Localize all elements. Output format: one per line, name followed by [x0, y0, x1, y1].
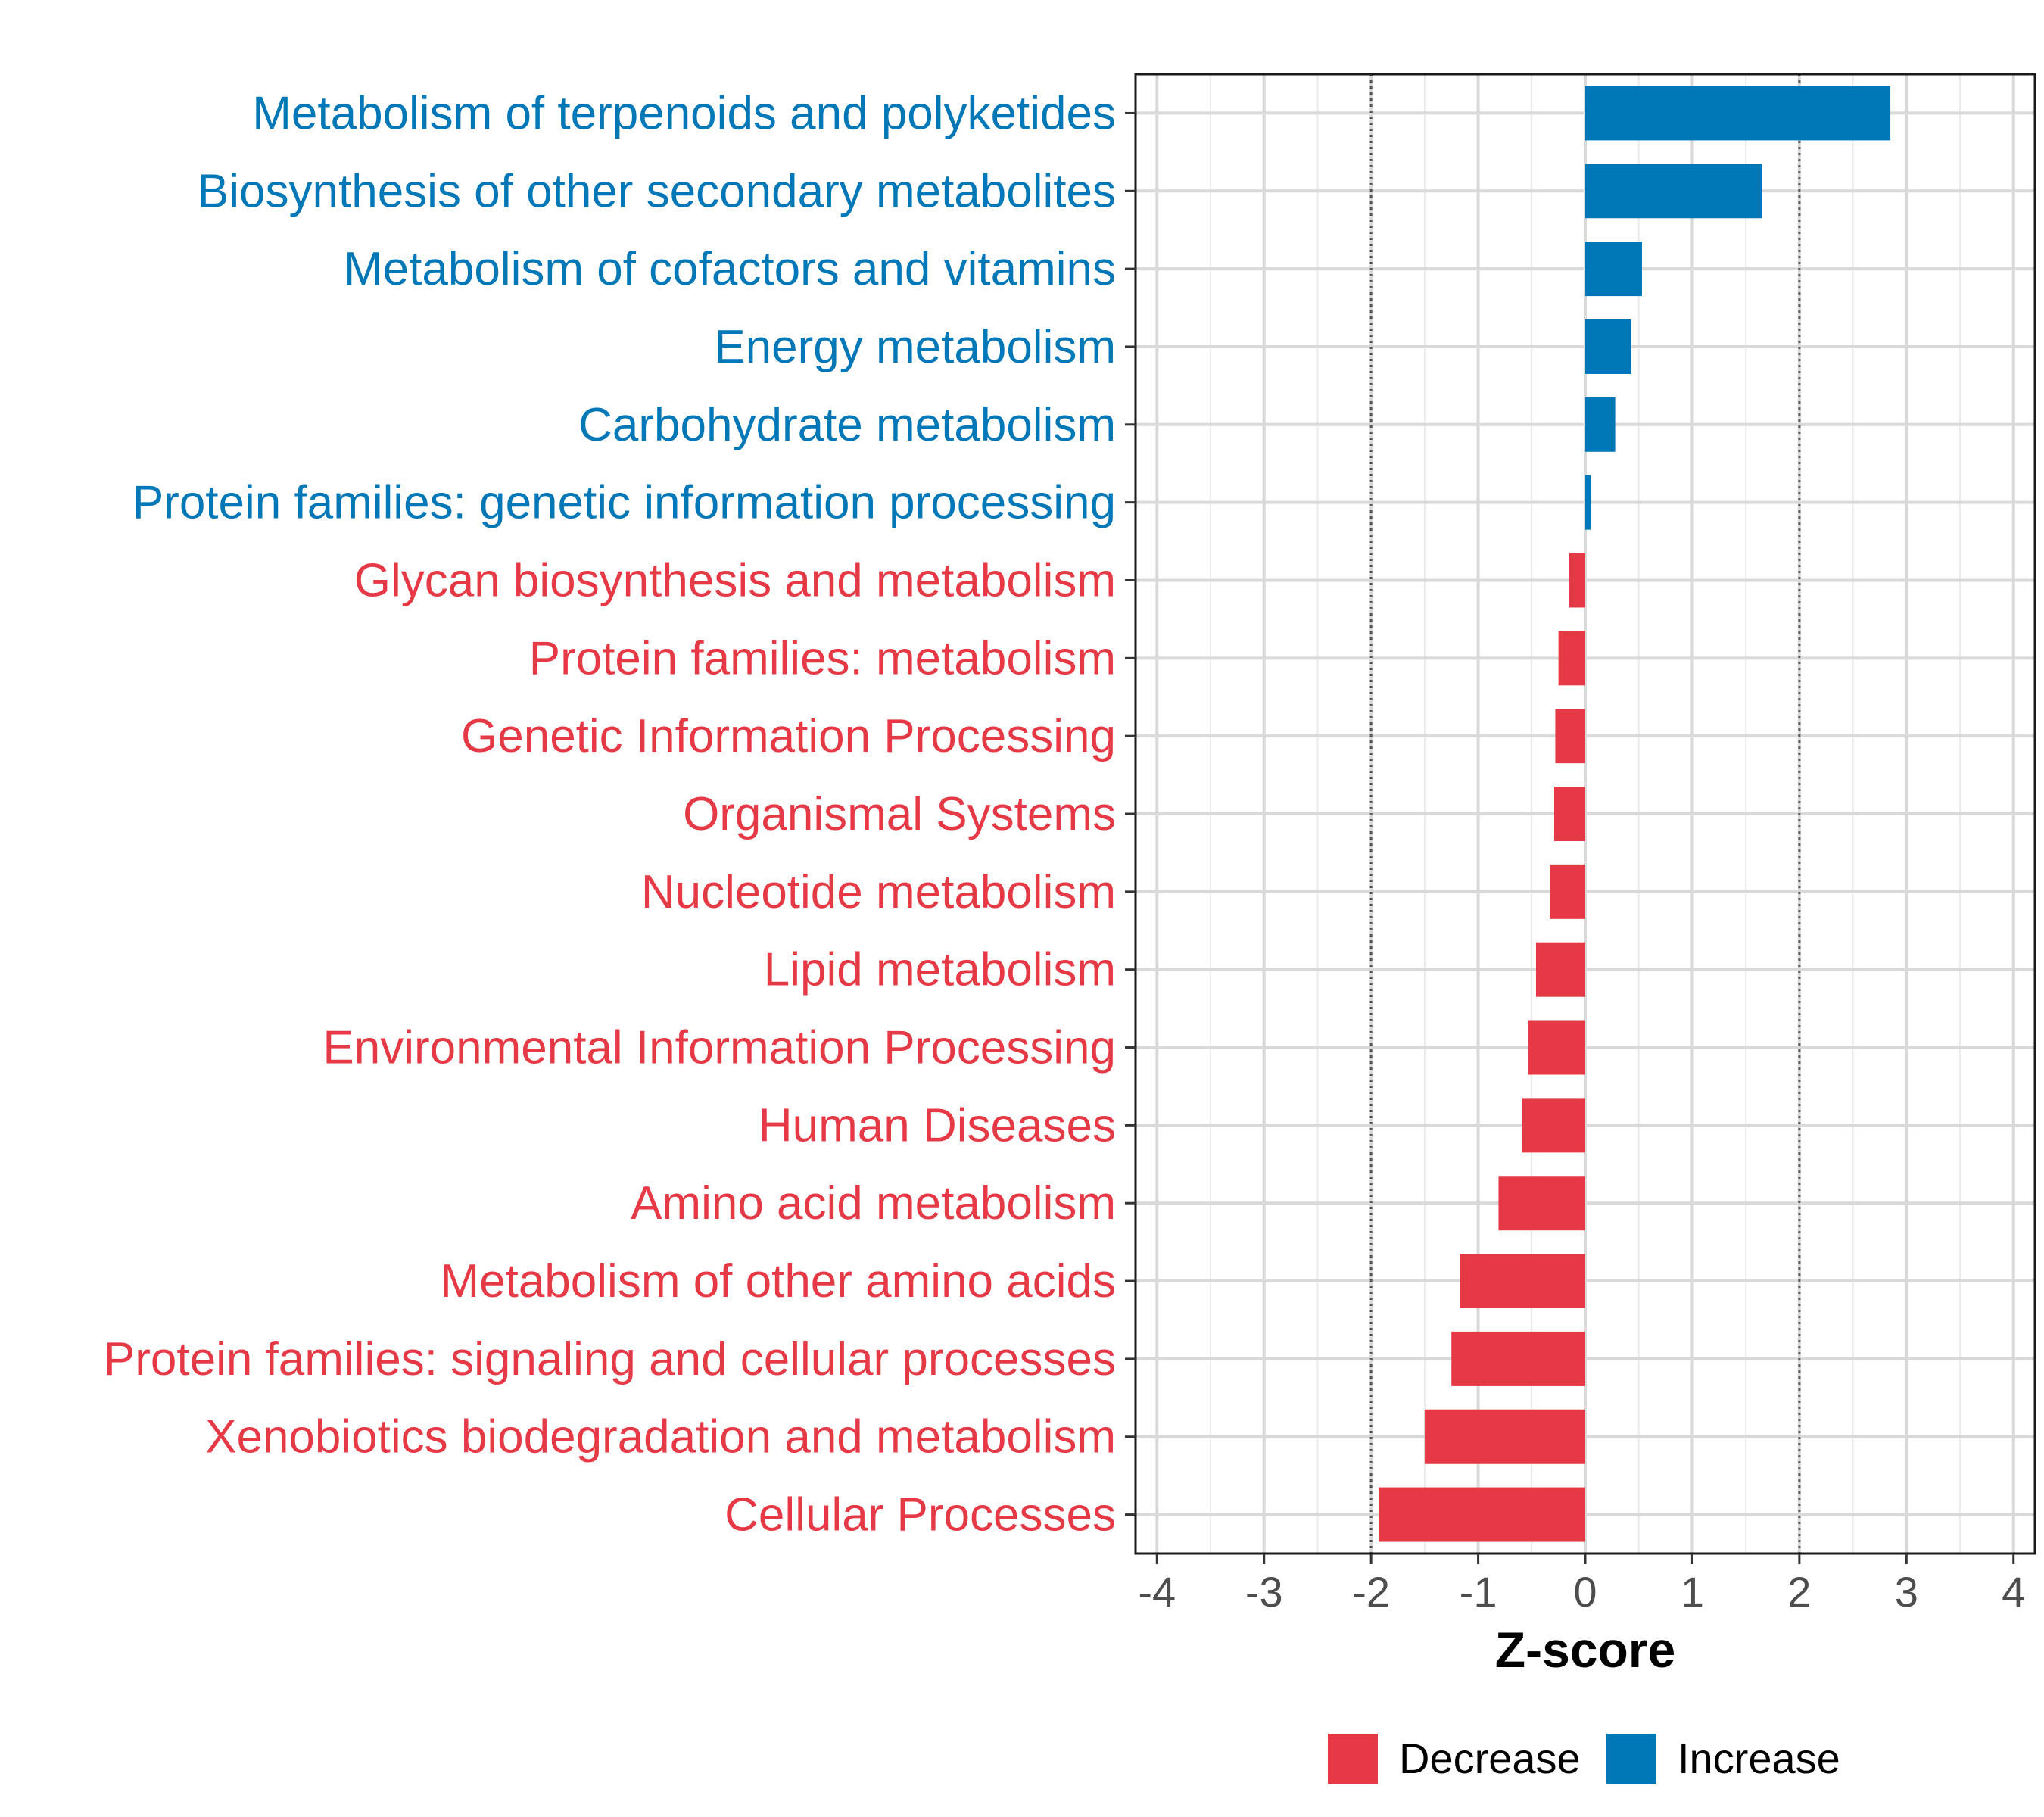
x-tick-label: -4 — [1138, 1568, 1176, 1616]
category-label: Organismal Systems — [683, 788, 1116, 840]
x-tick-label: -3 — [1245, 1568, 1283, 1616]
x-tick-label: 1 — [1681, 1568, 1704, 1616]
legend-swatch — [1606, 1734, 1656, 1784]
reference-lines — [1369, 74, 1801, 1554]
x-tick-label: 4 — [2002, 1568, 2025, 1616]
x-tick-label: -2 — [1352, 1568, 1390, 1616]
x-axis-labels: -4 -3 -2 -1 0 1 2 3 4 — [1138, 1568, 2025, 1616]
category-label: Metabolism of cofactors and vitamins — [344, 243, 1116, 295]
category-label: Protein families: metabolism — [529, 632, 1116, 684]
category-label: Protein families: genetic information pr… — [132, 477, 1116, 529]
bar — [1585, 164, 1762, 219]
legend-label: Increase — [1678, 1734, 1840, 1782]
legend-swatch — [1328, 1734, 1378, 1784]
category-label: Lipid metabolism — [764, 944, 1116, 996]
bar — [1585, 86, 1891, 141]
bar — [1585, 397, 1616, 452]
category-label: Cellular Processes — [724, 1489, 1116, 1541]
category-label: Glycan biosynthesis and metabolism — [354, 554, 1116, 606]
x-tick-label: -1 — [1460, 1568, 1497, 1616]
category-label: Metabolism of terpenoids and polyketides — [252, 87, 1116, 139]
x-tick-label: 0 — [1573, 1568, 1597, 1616]
bar — [1569, 553, 1585, 608]
bar — [1424, 1409, 1585, 1464]
legend-label: Decrease — [1399, 1734, 1581, 1782]
x-tick-label: 3 — [1895, 1568, 1918, 1616]
y-axis-labels: Metabolism of terpenoids and polyketides… — [104, 87, 1116, 1541]
bar — [1535, 942, 1585, 997]
bar — [1585, 475, 1591, 530]
category-label: Biosynthesis of other secondary metaboli… — [198, 165, 1116, 217]
legend: Decrease Increase — [1328, 1734, 1840, 1784]
bar — [1460, 1254, 1585, 1309]
bar — [1498, 1176, 1585, 1231]
category-label: Xenobiotics biodegradation and metabolis… — [205, 1411, 1116, 1463]
bar — [1585, 242, 1642, 297]
category-label: Energy metabolism — [714, 321, 1116, 373]
category-label: Environmental Information Processing — [322, 1022, 1116, 1074]
bar — [1555, 709, 1585, 764]
bar — [1522, 1098, 1585, 1153]
y-axis-ticks — [1125, 111, 1136, 1516]
category-label: Amino acid metabolism — [631, 1177, 1116, 1230]
category-label: Genetic Information Processing — [461, 710, 1116, 762]
bar — [1451, 1331, 1585, 1386]
bar — [1585, 319, 1631, 374]
x-axis-title: Z-score — [1495, 1622, 1675, 1678]
bar — [1528, 1020, 1585, 1075]
x-axis-ticks — [1155, 1554, 2015, 1564]
bars — [1379, 86, 1891, 1542]
category-label: Metabolism of other amino acids — [440, 1255, 1116, 1307]
bar — [1558, 631, 1585, 686]
bar — [1379, 1487, 1585, 1542]
category-label: Protein families: signaling and cellular… — [104, 1333, 1116, 1385]
category-label: Human Diseases — [759, 1099, 1116, 1152]
category-label: Carbohydrate metabolism — [578, 399, 1116, 451]
bar — [1553, 787, 1585, 841]
category-label: Nucleotide metabolism — [641, 866, 1116, 918]
bar — [1550, 864, 1585, 919]
x-tick-label: 2 — [1787, 1568, 1811, 1616]
